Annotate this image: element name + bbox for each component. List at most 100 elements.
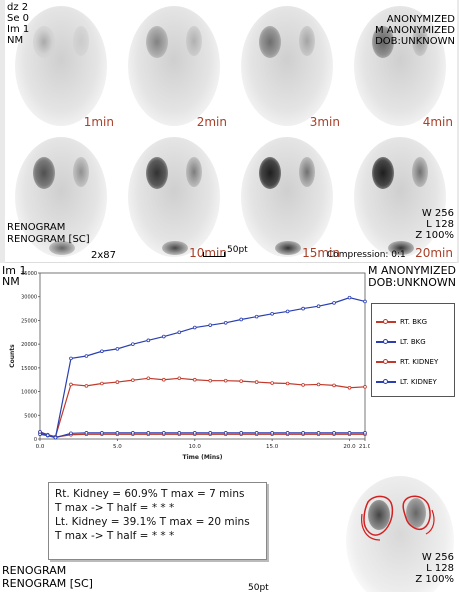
right-kidney-uptake [259, 26, 281, 58]
roi-right-kidney [363, 495, 394, 536]
data-point [177, 431, 182, 435]
data-point [363, 431, 367, 435]
overlay-line: dz 2 [7, 2, 29, 13]
x-tick-label: 5.0 [113, 444, 122, 450]
data-point [45, 433, 50, 438]
scan-frame: 10min [118, 131, 232, 263]
right-kidney-uptake [259, 157, 281, 189]
scale-bar-label: 50pt [227, 245, 248, 255]
data-point [332, 383, 336, 388]
body-outline [241, 137, 333, 257]
data-point [177, 376, 182, 381]
top-right-overlay: ANONYMIZED M ANONYMIZED DOB:UNKNOWN [375, 14, 455, 47]
data-point [239, 317, 243, 322]
scan-frame: 4min [344, 0, 457, 132]
legend-item-rt-kidney: RT. KIDNEY [376, 356, 438, 368]
data-point [316, 304, 321, 308]
right-kidney-uptake [33, 157, 55, 189]
data-point [162, 431, 166, 435]
body-outline [346, 476, 454, 592]
y-tick-label: 15000 [21, 366, 37, 372]
left-kidney-uptake [299, 26, 315, 56]
data-point [177, 330, 182, 335]
data-point [254, 314, 259, 319]
legend-swatch [376, 379, 396, 384]
y-tick-label: 20000 [21, 342, 37, 348]
top-bottom-right-overlay: W 256 L 128 Z 100% [415, 208, 454, 241]
right-kidney-uptake [33, 26, 55, 58]
bladder-uptake [388, 241, 414, 255]
frame-time-label: 3min [309, 115, 340, 129]
data-point [363, 299, 367, 304]
overlay-line: W 256 [421, 552, 454, 563]
data-point [285, 381, 290, 386]
x-tick-label: 15.0 [266, 444, 279, 450]
overlay-line: Z 100% [415, 574, 454, 585]
chart-legend: RT. BKG LT. BKG RT. KIDNEY LT. KIDNEY [371, 303, 455, 397]
scale-bar [203, 252, 225, 257]
data-point [347, 431, 352, 435]
roi-image: W 256 L 128 Z 100% [340, 474, 458, 592]
overlay-extra: 2x87 [91, 250, 117, 261]
data-point [270, 381, 274, 385]
bladder-uptake [275, 241, 301, 255]
overlay-line: L 128 [426, 563, 454, 574]
data-point [115, 347, 120, 351]
plot-area [39, 272, 366, 440]
chart-left-overlay: Im 1 NM [2, 265, 26, 287]
data-point [192, 325, 197, 330]
renogram-curve-chart: 0 5000 10000 15000 20000 25000 30000 35000 0.0 5.… [9, 271, 370, 461]
right-kidney-uptake [372, 26, 394, 58]
overlay-line: L 128 [426, 219, 454, 230]
y-tick-label: 10000 [21, 390, 37, 396]
renogram-frames-panel: 1min 2min 3min 4min 10min 15min 20min dz 2 Se … [5, 0, 457, 263]
chart-right-overlay: M ANONYMIZED DOB:UNKNOWN [368, 265, 456, 289]
legend-swatch [376, 359, 396, 364]
scan-frame: 3min [231, 0, 345, 132]
y-axis-label: Counts [9, 344, 16, 368]
frame-time-label: 4min [422, 115, 453, 129]
scan-frame: 15min [231, 131, 345, 263]
left-kidney-uptake [186, 26, 202, 56]
bladder-uptake [162, 241, 188, 255]
x-tick-label: 10.0 [189, 444, 202, 450]
data-point [239, 379, 243, 383]
legend-label: RT. KIDNEY [400, 358, 439, 366]
data-point [146, 431, 151, 435]
data-point [301, 306, 305, 311]
body-outline [241, 6, 333, 126]
legend-item-lt-kidney: LT. KIDNEY [376, 376, 437, 388]
left-kidney-uptake [299, 157, 315, 187]
y-tick-label: 25000 [21, 318, 37, 324]
data-point [301, 383, 305, 387]
roi-outlines [361, 495, 435, 541]
frame-time-label: 20min [415, 246, 453, 260]
data-point [285, 431, 290, 435]
data-point [69, 356, 73, 361]
overlay-line: Z 100% [415, 230, 454, 241]
data-point [208, 431, 213, 435]
body-outline [354, 137, 446, 257]
roi-left-kidney [402, 495, 431, 530]
body-outline [128, 6, 220, 126]
legend-item-rt-bkg: RT. BKG [376, 316, 427, 328]
overlay-line: M ANONYMIZED [367, 264, 456, 277]
right-kidney-uptake [146, 26, 168, 58]
series-line [39, 377, 366, 438]
body-outline [354, 6, 446, 126]
data-point [239, 431, 243, 435]
frame-time-label: 2min [196, 115, 227, 129]
data-point [363, 385, 367, 389]
data-point [332, 431, 336, 435]
legend-swatch [376, 319, 396, 324]
y-tick-label: 30000 [21, 295, 37, 301]
roi-right-bkg [361, 513, 381, 541]
x-axis-label: Time (Mins) [183, 454, 223, 461]
data-point [115, 380, 120, 384]
overlay-line: DOB:UNKNOWN [368, 276, 456, 289]
data-point [131, 342, 135, 346]
legend-item-lt-bkg: LT. BKG [376, 336, 426, 348]
data-point [162, 377, 166, 382]
legend-label: LT. KIDNEY [400, 378, 437, 386]
overlay-line: Im 1 [7, 24, 30, 35]
